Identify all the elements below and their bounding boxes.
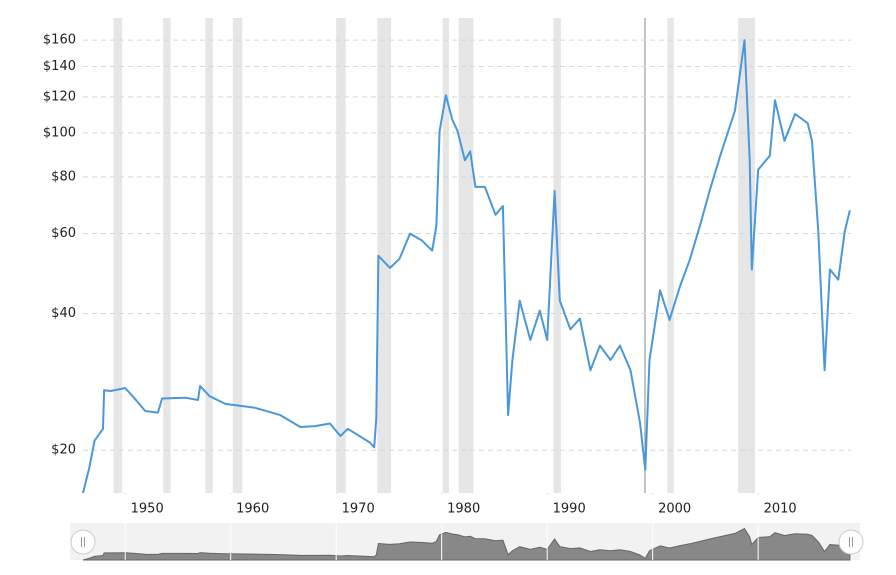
price-line — [82, 39, 851, 494]
recession-band — [205, 18, 213, 493]
nav-handle — [70, 529, 96, 555]
y-tick-label: $40 — [51, 306, 76, 321]
recession-band — [232, 18, 243, 493]
y-tick-label: $100 — [43, 125, 76, 140]
recession-band — [377, 18, 392, 493]
x-tick-label: 2010 — [764, 502, 797, 517]
y-tick-label: $160 — [43, 33, 76, 48]
nav-handle — [838, 529, 864, 555]
recession-band — [163, 18, 171, 493]
x-tick-label: 1950 — [131, 502, 164, 517]
recession-band — [336, 18, 346, 493]
recession-band — [738, 18, 755, 493]
y-tick-label: $60 — [51, 226, 76, 241]
recession-band — [113, 18, 123, 493]
nav-area — [82, 527, 851, 561]
x-tick-label: 1980 — [447, 502, 480, 517]
recession-band — [442, 18, 450, 493]
x-tick-label: 1960 — [236, 502, 269, 517]
recession-band — [458, 18, 474, 493]
navigator — [124, 523, 759, 560]
x-tick-label: 1970 — [342, 502, 375, 517]
x-tick-label: 2000 — [658, 502, 691, 517]
x-tick-label: 1990 — [553, 502, 586, 517]
y-tick-label: $140 — [43, 59, 76, 74]
y-tick-label: $20 — [51, 443, 76, 458]
y-tick-label: $120 — [43, 89, 76, 104]
recession-band — [667, 18, 674, 493]
y-tick-label: $80 — [51, 169, 76, 184]
